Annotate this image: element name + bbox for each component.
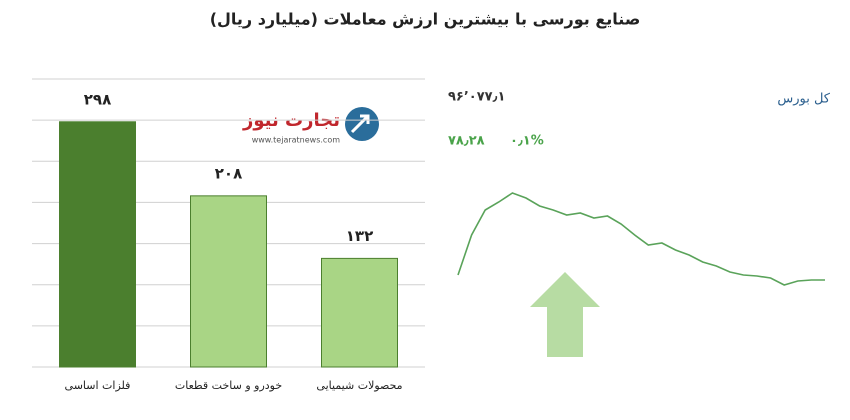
- index-change: ۷۸٫۲۸: [448, 134, 485, 149]
- bar: [59, 121, 136, 368]
- page-title: صنایع بورسی با بیشترین ارزش معاملات (میل…: [210, 10, 641, 29]
- index-title: کل بورس: [777, 92, 830, 107]
- data-label: ۲۰۸: [215, 164, 242, 182]
- bar: [321, 257, 398, 368]
- data-label: ۱۳۲: [346, 227, 373, 245]
- index-value: ۹۶٬۰۷۷٫۱: [448, 90, 505, 105]
- logo-arrow: [350, 114, 370, 134]
- x-tick-label: محصولات شیمیایی: [316, 379, 402, 392]
- bar: [190, 195, 267, 368]
- logo-url: www.tejaratnews.com: [252, 136, 340, 145]
- data-label: ۲۹۸: [84, 90, 111, 108]
- index-line: [457, 192, 825, 286]
- logo: تجارت نیوز www.tejaratnews.com: [242, 107, 379, 145]
- x-tick-label: فلزات اساسی: [65, 379, 131, 392]
- up-arrow: [530, 272, 600, 357]
- index-change-percent: ۰٫۱%: [510, 134, 544, 149]
- x-tick-label: خودرو و ساخت قطعات: [175, 379, 282, 392]
